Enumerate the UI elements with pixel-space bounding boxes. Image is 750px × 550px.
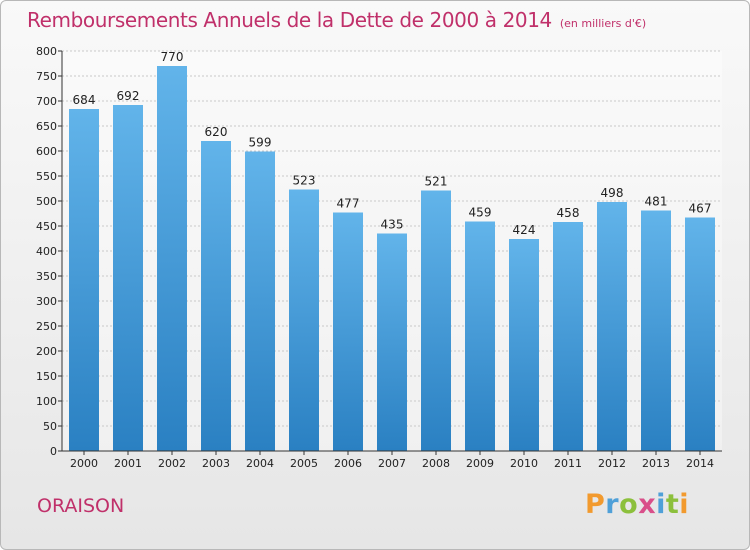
x-tick-label: 2007 [378, 457, 406, 470]
y-tick-label: 750 [36, 70, 57, 83]
y-tick-label: 550 [36, 170, 57, 183]
x-tick-labels: 2000 2001 2002 2003 2004 2005 2006 2007 2008 2009… [70, 457, 714, 470]
y-tick-label: 500 [36, 195, 57, 208]
logo-letter: P [585, 489, 606, 520]
value-label: 523 [293, 174, 316, 188]
y-tick-label: 650 [36, 120, 57, 133]
logo-letter: t [665, 489, 680, 520]
bar [245, 151, 275, 451]
bar [509, 239, 539, 451]
bar [421, 190, 451, 451]
x-tick-label: 2005 [290, 457, 318, 470]
y-tick-labels: 0 50 100 150 200 250 300 350 400 450 500 550 600 650 7… [36, 45, 57, 458]
x-tick-label: 2006 [334, 457, 362, 470]
bar [377, 233, 407, 451]
bar [465, 221, 495, 451]
x-tick-label: 2014 [686, 457, 714, 470]
logo-letter: i [656, 489, 666, 520]
place-name: ORAISON [37, 495, 125, 517]
value-label: 458 [557, 206, 580, 220]
value-labels: 684 692 770 620 599 523 477 435 521 459 424 458 498 4… [73, 50, 712, 237]
x-tick-label: 2009 [466, 457, 494, 470]
y-tick-label: 50 [43, 420, 57, 433]
y-tick-label: 600 [36, 145, 57, 158]
y-tick-label: 250 [36, 320, 57, 333]
x-tick-label: 2008 [422, 457, 450, 470]
logo-letter: x [638, 489, 657, 520]
value-label: 424 [513, 223, 536, 237]
bar [201, 141, 231, 451]
value-label: 521 [425, 175, 448, 189]
x-tick-label: 2011 [554, 457, 582, 470]
bar [69, 109, 99, 451]
y-tick-label: 0 [50, 445, 57, 458]
value-label: 467 [689, 202, 712, 216]
chart-title: Remboursements Annuels de la Dette de 20… [27, 8, 646, 32]
y-tick-label: 800 [36, 45, 57, 58]
logo-letter: r [605, 489, 620, 520]
axes [61, 51, 722, 455]
bars [69, 66, 715, 451]
y-tick-label: 300 [36, 295, 57, 308]
chart-subtitle: (en milliers d'€) [559, 17, 647, 30]
bar [685, 217, 715, 451]
logo-letter: i [679, 489, 690, 520]
value-label: 692 [117, 89, 140, 103]
value-label: 481 [645, 195, 668, 209]
bar [289, 189, 319, 451]
x-tick-label: 2001 [114, 457, 142, 470]
x-tick-label: 2010 [510, 457, 538, 470]
bar [597, 202, 627, 451]
y-tick-label: 200 [36, 345, 57, 358]
value-label: 620 [205, 125, 228, 139]
y-tick-label: 450 [36, 220, 57, 233]
bar [113, 105, 143, 451]
x-tick-label: 2003 [202, 457, 230, 470]
value-label: 770 [161, 50, 184, 64]
x-tick-label: 2013 [642, 457, 670, 470]
value-label: 477 [337, 197, 360, 211]
title-text: Remboursements Annuels de la Dette de 20… [27, 8, 552, 32]
x-tick-label: 2000 [70, 457, 98, 470]
y-tick-label: 100 [36, 395, 57, 408]
value-label: 435 [381, 218, 404, 232]
x-tick-label: 2012 [598, 457, 626, 470]
x-tick-label: 2002 [158, 457, 186, 470]
x-tick-label: 2004 [246, 457, 274, 470]
proxiti-logo[interactable]: Proxiti [585, 489, 689, 520]
value-label: 684 [73, 93, 96, 107]
value-label: 459 [469, 206, 492, 220]
value-label: 498 [601, 186, 624, 200]
bar [553, 222, 583, 451]
bar [333, 212, 363, 451]
bar [157, 66, 187, 451]
y-tick-label: 150 [36, 370, 57, 383]
logo-letter: o [619, 489, 639, 520]
y-tick-label: 350 [36, 270, 57, 283]
y-tick-label: 400 [36, 245, 57, 258]
value-label: 599 [249, 136, 272, 150]
y-tick-label: 700 [36, 95, 57, 108]
bar [641, 210, 671, 451]
